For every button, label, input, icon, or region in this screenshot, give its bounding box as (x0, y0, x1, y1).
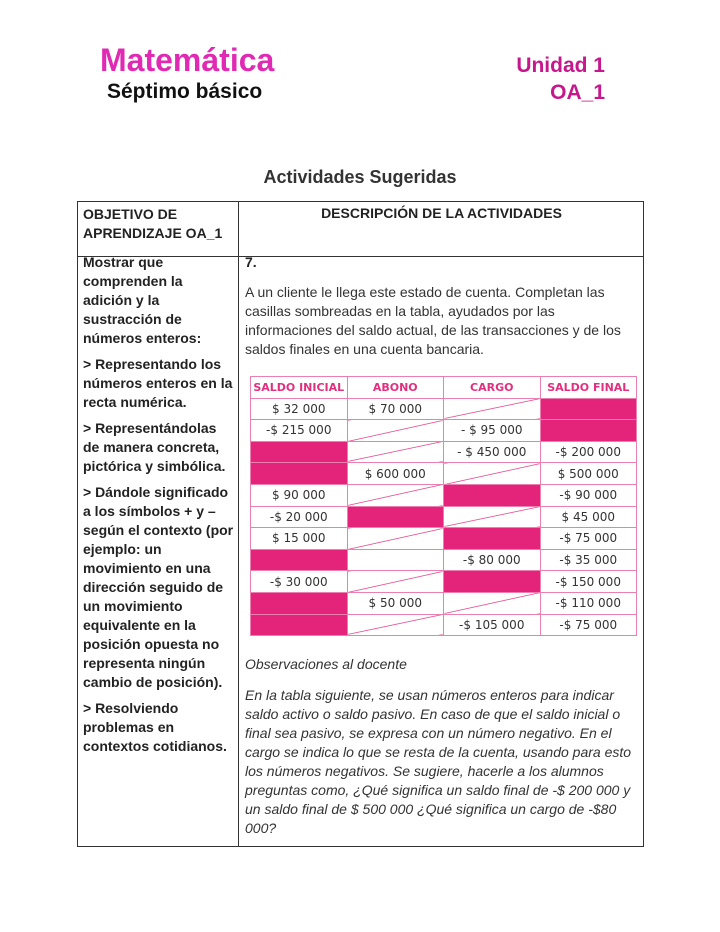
shaded-blank-cell (443, 483, 541, 507)
objective-text: > Dándole significado a los símbolos + y… (83, 484, 234, 690)
crossed-empty-cell (346, 570, 444, 593)
activities-table (77, 201, 644, 847)
activity-number: 7. (245, 254, 257, 270)
crossed-empty-cell (346, 419, 444, 442)
table-row: -$ 105 000 -$ 75 000 (250, 613, 637, 637)
objective-text: > Representándolas de manera concreta, p… (83, 420, 226, 474)
crossed-empty-cell (346, 483, 444, 507)
table-row: -$ 80 000 -$ 35 000 (250, 548, 637, 572)
column-header: CARGO (443, 376, 541, 399)
value-cell: -$ 75 000 (539, 527, 637, 550)
table-row: $ 600 000 $ 500 000 (250, 462, 637, 485)
shaded-blank-cell (250, 548, 348, 572)
observations-text: En la tabla siguiente, se usan números e… (245, 687, 632, 836)
shaded-blank-cell (443, 570, 541, 593)
shaded-blank-cell (443, 527, 541, 550)
value-cell: - $ 450 000 (443, 440, 541, 464)
value-cell: $ 15 000 (250, 527, 348, 550)
table-row: $ 32 000 $ 70 000 (250, 397, 637, 421)
table-row: $ 90 000 -$ 90 000 (250, 483, 637, 507)
shaded-blank-cell (250, 440, 348, 464)
value-cell: -$ 80 000 (443, 548, 541, 572)
value-cell: $ 70 000 (346, 397, 444, 421)
value-cell: -$ 215 000 (250, 419, 348, 442)
table-row: - $ 450 000 -$ 200 000 (250, 440, 637, 464)
objective-header: OBJETIVO DE APRENDIZAJE OA_1 (83, 206, 223, 241)
shaded-blank-cell (539, 419, 637, 442)
value-cell: $ 500 000 (539, 462, 637, 485)
value-cell: -$ 110 000 (539, 591, 637, 615)
value-cell: - $ 95 000 (443, 419, 541, 442)
column-header: SALDO INICIAL (250, 376, 348, 399)
value-cell: -$ 200 000 (539, 440, 637, 464)
column-header: SALDO FINAL (539, 376, 637, 399)
crossed-empty-cell (346, 527, 444, 550)
oa-label: OA_1 (550, 81, 605, 104)
column-header: ABONO (346, 376, 444, 399)
table-row: -$ 215 000 - $ 95 000 (250, 419, 637, 442)
shaded-blank-cell (539, 397, 637, 421)
value-cell: $ 600 000 (346, 462, 444, 485)
account-statement-table: SALDO INICIAL ABONO CARGO SALDO FINAL $ 32 … (250, 376, 637, 637)
table-row: -$ 20 000 $ 45 000 (250, 505, 637, 529)
description-header: DESCRIPCIÓN DE LA ACTIVIDADES (321, 205, 562, 221)
unit-label: Unidad 1 (516, 54, 605, 77)
objective-text: > Representando los números enteros en l… (83, 356, 233, 410)
observations-title: Observaciones al docente (245, 656, 407, 672)
value-cell: $ 50 000 (346, 591, 444, 615)
table-row: $ 15 000 -$ 75 000 (250, 527, 637, 550)
table-row: $ 50 000 -$ 110 000 (250, 591, 637, 615)
empty-cell (346, 548, 444, 572)
table-row: -$ 30 000 -$ 150 000 (250, 570, 637, 593)
subject-title: Matemática (100, 42, 275, 78)
shaded-blank-cell (346, 505, 444, 529)
value-cell: -$ 90 000 (539, 483, 637, 507)
value-cell: -$ 105 000 (443, 613, 541, 637)
value-cell: $ 32 000 (250, 397, 348, 421)
grade-subtitle: Séptimo básico (107, 80, 263, 103)
crossed-empty-cell (443, 397, 541, 421)
shaded-blank-cell (250, 591, 348, 615)
activity-text: A un cliente le llega este estado de cue… (245, 284, 621, 357)
shaded-blank-cell (250, 613, 348, 637)
crossed-empty-cell (443, 505, 541, 529)
value-cell: -$ 30 000 (250, 570, 348, 593)
value-cell: -$ 150 000 (539, 570, 637, 593)
objective-cell: Mostrar que comprenden la adición y la s… (83, 253, 235, 763)
value-cell: -$ 20 000 (250, 505, 348, 529)
crossed-empty-cell (443, 591, 541, 615)
crossed-empty-cell (346, 440, 444, 464)
value-cell: $ 90 000 (250, 483, 348, 507)
crossed-empty-cell (443, 462, 541, 485)
objective-text: > Resolviendo problemas en contextos cot… (83, 700, 227, 754)
shaded-blank-cell (250, 462, 348, 485)
crossed-empty-cell (346, 613, 444, 637)
column-divider (238, 201, 239, 847)
value-cell: -$ 75 000 (539, 613, 637, 637)
page-title: Actividades Sugeridas (263, 167, 457, 187)
value-cell: $ 45 000 (539, 505, 637, 529)
header-divider (77, 256, 644, 257)
objective-text: Mostrar que comprenden la adición y la s… (83, 254, 202, 346)
value-cell: -$ 35 000 (539, 548, 637, 572)
